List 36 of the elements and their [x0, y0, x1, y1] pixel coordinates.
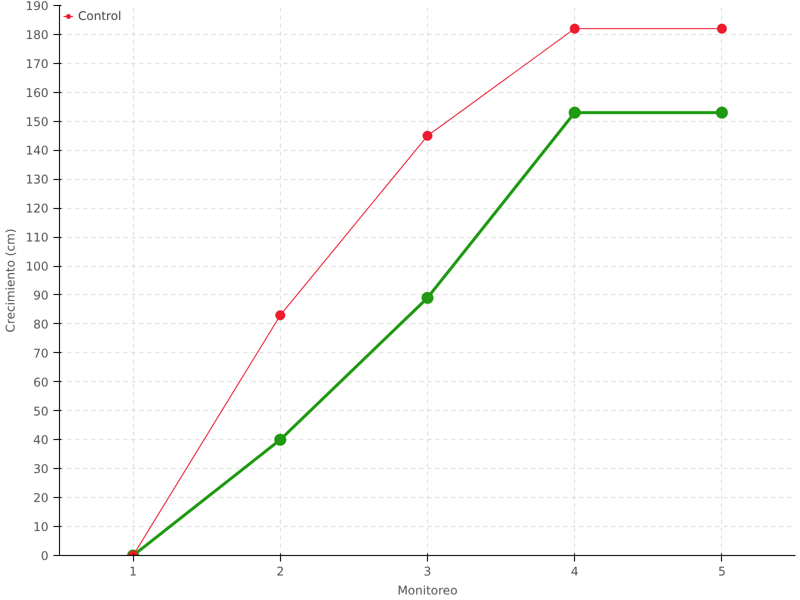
x-tick-label: 1: [129, 564, 137, 578]
y-tick-label: 110: [26, 230, 48, 245]
point: [716, 106, 728, 119]
y-tick-label: 150: [26, 114, 48, 129]
point: [422, 292, 434, 304]
point: [274, 434, 286, 446]
y-tick-label: 20: [33, 491, 49, 506]
y-tick-label: 60: [33, 375, 49, 390]
y-tick-label: 160: [26, 86, 48, 100]
y-axis-title: Crecimiento (cm): [4, 228, 18, 332]
point: [275, 310, 286, 320]
y-tick-label: 190: [26, 0, 48, 13]
x-tick-label: 5: [718, 564, 726, 578]
y-tick-label: 100: [26, 260, 48, 274]
y-tick-label: 0: [40, 549, 49, 563]
y-tick-label: 90: [33, 288, 49, 302]
y-tick-label: 40: [33, 433, 49, 448]
y-tick-label: 70: [33, 346, 49, 360]
y-tick-label: 140: [26, 144, 48, 158]
y-tick-label: 50: [33, 404, 49, 418]
x-tick-label: 2: [276, 564, 284, 578]
y-tick-label: 170: [26, 56, 48, 71]
y-tick-label: 10: [33, 520, 49, 534]
y-tick-label: 130: [26, 172, 48, 187]
y-tick-label: 180: [26, 28, 48, 42]
point: [570, 24, 580, 34]
y-tick-label: 80: [33, 317, 49, 332]
point: [568, 106, 581, 119]
x-tick-label: 3: [424, 564, 432, 578]
y-tick-label: 30: [33, 462, 49, 476]
point: [422, 130, 432, 141]
x-axis-title: Monitoreo: [397, 584, 458, 598]
x-tick-label: 4: [570, 564, 579, 578]
point: [716, 24, 727, 34]
legend-label: Control: [78, 9, 122, 23]
y-tick-label: 120: [26, 202, 48, 216]
